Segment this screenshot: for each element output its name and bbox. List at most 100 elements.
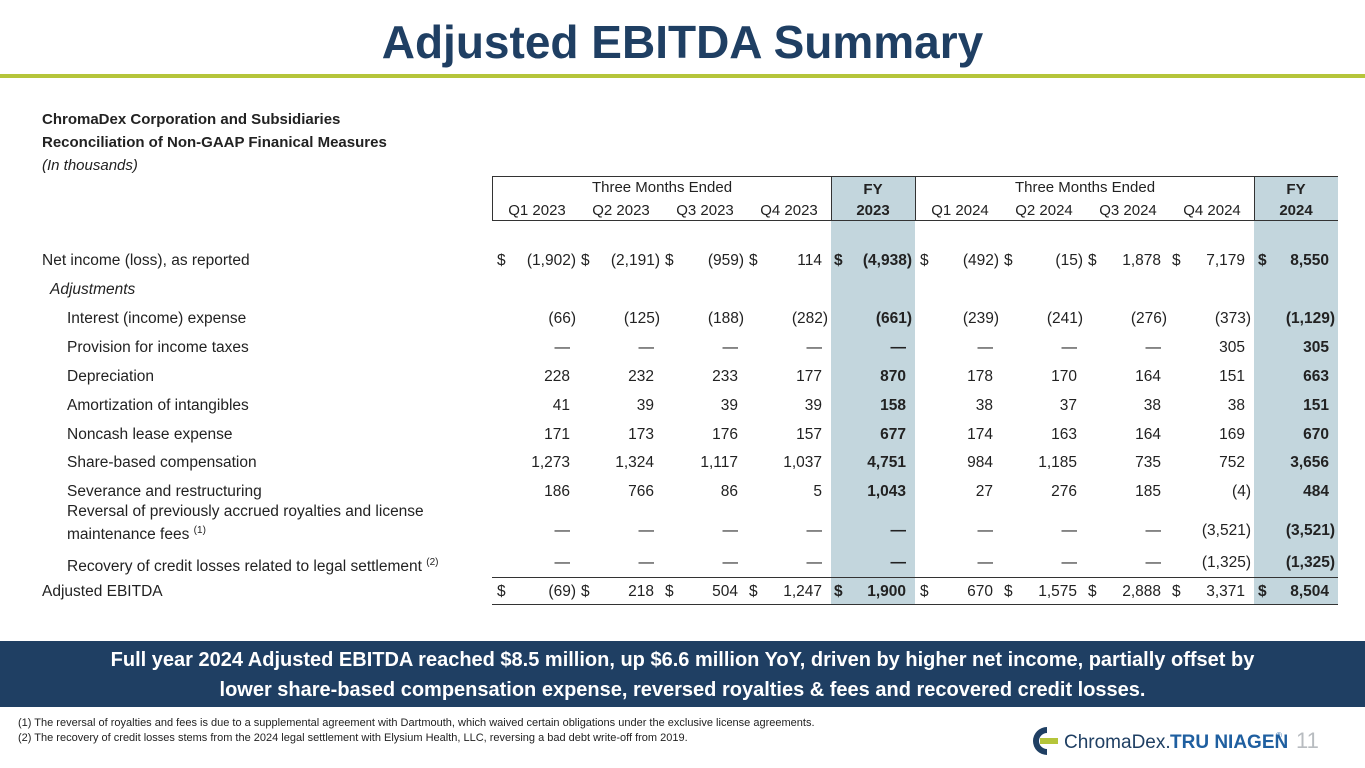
- row-label-wrap: maintenance fees (1): [67, 520, 206, 546]
- chromadex-mark-icon: [1033, 727, 1058, 755]
- dollar-sign: $: [1004, 252, 1013, 269]
- table-cell: 677: [880, 426, 906, 443]
- row-label: Depreciation: [67, 368, 155, 385]
- fy-2024-topline: [1254, 176, 1338, 177]
- table-cell: 38: [975, 397, 993, 414]
- row-label: Severance and restructuring: [67, 483, 262, 500]
- table-cell: 984: [967, 454, 993, 471]
- dollar-sign: $: [665, 583, 674, 600]
- table-cell: 305: [1219, 339, 1245, 356]
- table-cell: 752: [1219, 454, 1245, 471]
- fy-2023-band: [831, 176, 915, 604]
- dollar-sign: $: [497, 583, 506, 600]
- table-cell: 1,117: [700, 454, 738, 471]
- table-cell: 484: [1303, 483, 1329, 500]
- table-cell: (125): [623, 310, 660, 327]
- table-cell: 670: [1303, 426, 1329, 443]
- table-cell: 177: [796, 368, 822, 385]
- row-label-wrap: Amortization of intangibles: [67, 395, 249, 417]
- table-cell: 171: [544, 426, 570, 443]
- table-cell: 86: [720, 483, 738, 500]
- table-cell: 185: [1135, 483, 1161, 500]
- dollar-sign: $: [920, 583, 929, 600]
- dollar-sign: $: [581, 583, 590, 600]
- header-quarter: Q1 2023: [508, 202, 566, 219]
- table-cell: (15): [1055, 252, 1083, 269]
- fy-2024-band: [1254, 176, 1338, 604]
- table-row: Share-based compensation 1,273 1,324 1,117 1…: [0, 452, 1365, 474]
- table-cell: (1,325): [1201, 554, 1251, 571]
- table-cell: —: [638, 339, 655, 356]
- table-cell: 163: [1051, 426, 1077, 443]
- table-cell: (239): [962, 310, 999, 327]
- table-cell: 37: [1059, 397, 1077, 414]
- table-cell: 186: [544, 483, 570, 500]
- table-cell: (1,129): [1285, 310, 1335, 327]
- table-cell: —: [638, 522, 655, 539]
- table-cell: 1,900: [867, 583, 906, 600]
- row-label: Adjustments: [50, 281, 136, 298]
- row-label: Provision for income taxes: [67, 339, 249, 356]
- table-cell: (492): [962, 252, 999, 269]
- table-cell: 233: [712, 368, 738, 385]
- table-cell: 7,179: [1206, 252, 1245, 269]
- dollar-sign: $: [749, 252, 758, 269]
- table-cell: —: [806, 339, 823, 356]
- dollar-sign: $: [749, 583, 758, 600]
- table-cell: —: [806, 554, 823, 571]
- table-cell: 766: [628, 483, 654, 500]
- header-quarter: Q2 2024: [1015, 202, 1073, 219]
- table-cell: 39: [720, 397, 738, 414]
- table-cell: —: [977, 522, 994, 539]
- table-row: Net income (loss), as reported $ (1,902) $ (…: [0, 250, 1365, 272]
- slide-title: Adjusted EBITDA Summary: [381, 16, 984, 68]
- header-box-2023: [492, 176, 832, 221]
- table-cell: (69): [548, 583, 576, 600]
- table-subtitle: Reconciliation of Non-GAAP Finanical Mea…: [42, 134, 387, 151]
- dollar-sign: $: [834, 252, 843, 269]
- table-cell: 3,371: [1206, 583, 1245, 600]
- table-cell: 670: [967, 583, 993, 600]
- row-label: Noncash lease expense: [67, 426, 233, 443]
- table-cell: —: [1145, 522, 1162, 539]
- banner-line-1: Full year 2024 Adjusted EBITDA reached $…: [110, 649, 1255, 671]
- row-label: Amortization of intangibles: [67, 397, 249, 414]
- dollar-sign: $: [1258, 252, 1267, 269]
- dollar-sign: $: [1088, 252, 1097, 269]
- table-cell: (188): [707, 310, 744, 327]
- table-cell: (4): [1232, 483, 1251, 500]
- row-label-wrap: Adjustments: [50, 279, 135, 301]
- table-cell: 1,185: [1038, 454, 1077, 471]
- footnote-2: (2) The recovery of credit losses stems …: [18, 732, 688, 744]
- table-cell: (282): [791, 310, 828, 327]
- table-cell: 169: [1219, 426, 1245, 443]
- table-cell: (276): [1130, 310, 1167, 327]
- table-row: Interest (income) expense (66) (125) (188) (…: [0, 308, 1365, 330]
- header-underline: [492, 220, 1338, 221]
- table-cell: (959): [707, 252, 744, 269]
- table-cell: (373): [1214, 310, 1251, 327]
- row-label-wrap: Adjusted EBITDA: [42, 581, 163, 603]
- table-cell: —: [1061, 339, 1078, 356]
- row-label-wrap: Depreciation: [67, 366, 154, 388]
- table-cell: (1,902): [526, 252, 576, 269]
- footnote-1: (1) The reversal of royalties and fees i…: [18, 717, 815, 729]
- table-cell: 39: [804, 397, 822, 414]
- header-fy-2024-top: FY: [1286, 181, 1306, 198]
- table-cell: 39: [636, 397, 654, 414]
- table-cell: 158: [880, 397, 906, 414]
- row-label-wrap: Share-based compensation: [67, 452, 257, 474]
- table-cell: 228: [544, 368, 570, 385]
- logo-registered-mark: ®: [1276, 731, 1282, 740]
- header-quarter: Q4 2024: [1183, 202, 1241, 219]
- table-cell: 27: [975, 483, 993, 500]
- row-label-wrap: Noncash lease expense: [67, 424, 232, 446]
- table-cell: 1,247: [783, 583, 822, 600]
- table-cell: 151: [1219, 368, 1245, 385]
- table-cell: 1,037: [783, 454, 822, 471]
- table-row: Severance and restructuring 186 766 86 5 1,04…: [0, 481, 1365, 503]
- header-box-2024: [915, 176, 1255, 221]
- table-cell: —: [890, 339, 907, 356]
- table-cell: 164: [1135, 368, 1161, 385]
- page-number: 11: [1296, 728, 1319, 753]
